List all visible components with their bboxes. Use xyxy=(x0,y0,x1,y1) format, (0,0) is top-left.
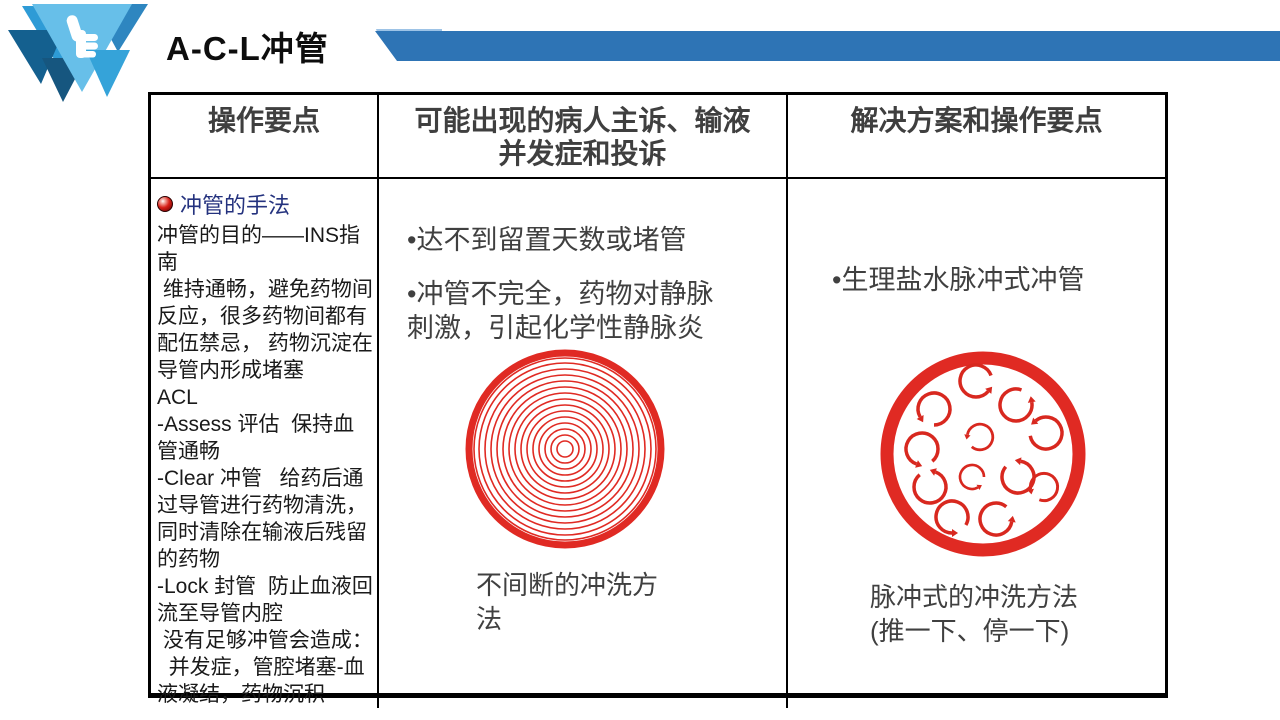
pulse-flush-caption: 脉冲式的冲洗方法 (推一下、停一下) xyxy=(870,582,1079,646)
concentric-rings-diagram xyxy=(465,349,665,549)
flush-technique-heading-text: 冲管的手法 xyxy=(180,193,291,218)
cell-complaints: •达不到留置天数或堵管 •冲管不完全，药物对静脉 刺激，引起化学性静脉炎 xyxy=(377,179,786,708)
page-title: A-C-L冲管 xyxy=(166,30,329,67)
red-sphere-bullet-icon xyxy=(157,196,173,212)
solution-bullet: •生理盐水脉冲式冲管 xyxy=(832,265,1085,295)
complaint-bullet-1: •达不到留置天数或堵管 xyxy=(407,225,687,255)
swirl-arrows-diagram xyxy=(880,351,1086,557)
title-ribbon xyxy=(375,29,1280,61)
header-solutions: 解决方案和操作要点 xyxy=(786,95,1165,179)
thumbs-up-triangles-logo-icon xyxy=(8,4,148,102)
thumbs-up-icon xyxy=(66,15,98,58)
continuous-flush-caption: 不间断的冲洗方 法 xyxy=(476,570,659,634)
cell-solutions: •生理盐水脉冲式冲管 xyxy=(786,179,1165,708)
flush-technique-heading: 冲管的手法 xyxy=(157,188,373,220)
complaint-bullet-2: •冲管不完全，药物对静脉 刺激，引起化学性静脉炎 xyxy=(407,279,714,343)
cell-operation-points: 冲管的手法 冲管的目的——INS指南 维持通畅，避免药物间反应，很多药物间都有配… xyxy=(151,179,377,708)
header-operation-points: 操作要点 xyxy=(151,95,377,179)
flush-purpose-text: 冲管的目的——INS指南 维持通畅，避免药物间反应，很多药物间都有配伍禁忌， 药… xyxy=(157,224,373,706)
header-possible-complaints: 可能出现的病人主诉、输液 并发症和投诉 xyxy=(377,95,786,179)
acl-table: 操作要点 可能出现的病人主诉、输液 并发症和投诉 解决方案和操作要点 冲管的手法… xyxy=(148,92,1168,708)
